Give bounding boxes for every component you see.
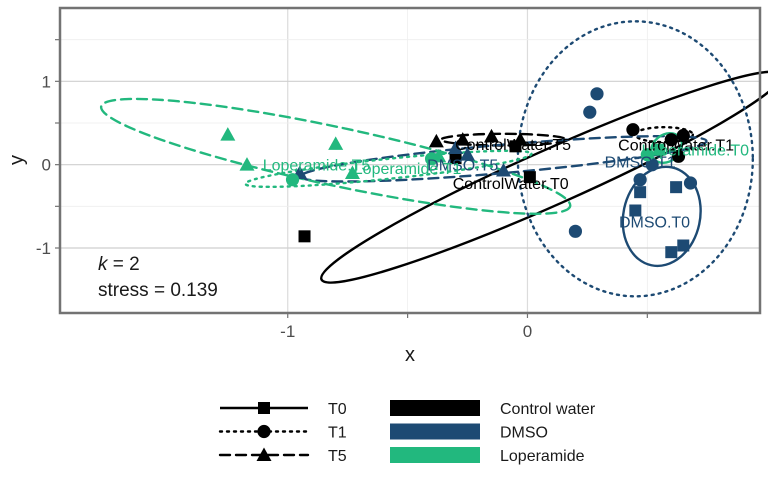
legend-item-t5: T5	[218, 447, 347, 465]
x-axis-title: x	[405, 344, 415, 366]
point-dmso-t1	[583, 105, 597, 119]
point-control-water-t1	[626, 123, 640, 137]
legend-label: T5	[328, 448, 347, 465]
point-dmso-t5	[495, 163, 511, 177]
centroid-label: ControlWater.T0	[453, 176, 569, 193]
legend-label: T1	[328, 425, 347, 442]
legend-swatch-marker	[427, 424, 443, 439]
point-dmso-t5	[460, 147, 476, 161]
x-axis: -1 0	[280, 313, 648, 341]
centroid-label: Loperamide.T0	[641, 143, 749, 160]
legend-item-control-water: Control water	[390, 400, 596, 418]
legend-item-dmso: DMSO	[390, 423, 548, 442]
legend-swatch-marker	[427, 447, 443, 463]
point-control-water-t5	[512, 132, 528, 146]
point-loperamide-t5	[328, 136, 344, 150]
y-tick-label: 1	[42, 72, 51, 91]
k-value: = 2	[108, 254, 140, 275]
plot-area: ControlWater.T5 ControlWater.T0 ControlWat…	[58, 6, 768, 315]
centroid-label: DMSO.T5	[427, 158, 498, 175]
legend-label: Loperamide	[500, 448, 585, 465]
point-control-water-t5	[455, 132, 471, 146]
point-loperamide-t5	[220, 127, 236, 141]
legend-label: T0	[328, 401, 347, 418]
point-loperamide-t1	[285, 173, 300, 187]
point-dmso-t1	[590, 87, 604, 101]
legend-marker	[256, 447, 272, 461]
legend-item-loperamide: Loperamide	[390, 447, 585, 465]
y-axis: -1 0 1	[36, 39, 60, 258]
point-dmso-t0	[670, 181, 683, 194]
point-dmso-t1	[645, 158, 659, 172]
legend: T0 T1 T5 Control water DMSO Loperamide	[218, 400, 596, 465]
point-loperamide-t5	[431, 148, 447, 163]
centroid-labels-layer: ControlWater.T5 ControlWater.T0 ControlWat…	[263, 137, 749, 232]
point-control-water-t0	[523, 171, 536, 184]
point-dmso-t1	[683, 176, 698, 190]
legend-item-t1: T1	[218, 424, 347, 442]
legend-item-t0: T0	[220, 401, 347, 418]
point-loperamide-t5	[239, 157, 255, 171]
legend-marker	[258, 402, 270, 414]
ellipse-loperamide-t1	[244, 149, 533, 189]
point-dmso-t1	[568, 224, 583, 238]
legend-label: Control water	[500, 401, 596, 418]
point-loperamide-t1	[640, 148, 654, 162]
ellipse-loperamide-t5	[99, 97, 572, 215]
y-axis-title: y	[6, 155, 28, 165]
point-dmso-t0	[629, 204, 642, 217]
x-tick-label: -1	[280, 322, 295, 341]
point-dmso-t5	[448, 140, 464, 154]
legend-marker	[257, 424, 271, 439]
centroid-label: ControlWater.T5	[455, 137, 571, 154]
point-control-water-t5	[428, 133, 444, 148]
points-layer	[220, 87, 698, 259]
ellipse-dmso-t0	[621, 165, 702, 268]
stress-annotation: stress = 0.139	[98, 280, 218, 301]
point-control-water-t1	[664, 133, 678, 147]
point-control-water-t0	[449, 152, 462, 164]
point-loperamide-t5	[344, 165, 360, 179]
ellipse-control-water-t0	[320, 70, 768, 284]
point-dmso-t0	[665, 246, 678, 259]
centroid-label: DMSO.T0	[619, 214, 690, 231]
k-annotation: k = 2	[98, 254, 140, 275]
point-control-water-t1	[671, 149, 686, 163]
panel-border	[58, 6, 762, 315]
y-tick-label: 0	[42, 156, 51, 175]
point-dmso-t0	[634, 186, 647, 199]
point-control-water-t0	[298, 230, 311, 243]
point-loperamide-t0	[653, 143, 666, 156]
legend-swatch-marker	[427, 400, 443, 416]
y-tick-label: -1	[36, 239, 51, 258]
point-control-water-t1	[676, 128, 690, 143]
centroid-label: Loperamide.T1	[354, 161, 462, 178]
centroid-label: ControlWater.T1	[618, 138, 734, 155]
point-control-water-t5	[484, 128, 500, 143]
point-dmso-t1	[633, 173, 647, 187]
x-tick-label: 0	[523, 322, 532, 341]
k-symbol: k	[98, 254, 109, 275]
centroid-label: Loperamide.T5	[263, 158, 371, 175]
legend-label: DMSO	[500, 425, 548, 442]
point-dmso-t0	[677, 239, 690, 252]
centroid-label: DMSO.T1	[605, 154, 676, 171]
